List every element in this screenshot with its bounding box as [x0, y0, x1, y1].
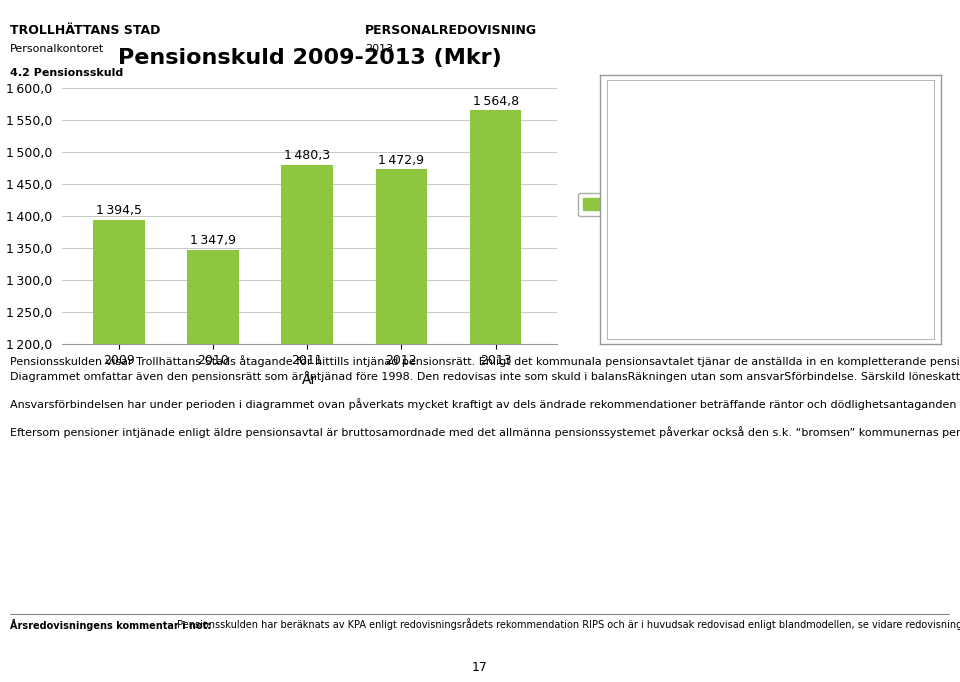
Text: Årsredovisningens kommentar i not:: Årsredovisningens kommentar i not: [10, 619, 211, 631]
Text: 17: 17 [472, 661, 488, 674]
Legend: Mkr: Mkr [578, 192, 639, 216]
Text: 1 394,5: 1 394,5 [96, 204, 142, 217]
Text: PERSONALREDOVISNING: PERSONALREDOVISNING [365, 24, 537, 37]
Text: 1 472,9: 1 472,9 [378, 154, 424, 167]
Text: 4.2 Pensionsskuld: 4.2 Pensionsskuld [10, 68, 123, 78]
X-axis label: År: År [302, 372, 317, 387]
Bar [93, 220, 145, 682]
Bar [187, 250, 239, 682]
Bar [281, 164, 333, 682]
Text: TROLLHÄTTANS STAD: TROLLHÄTTANS STAD [10, 24, 160, 37]
Title: Pensionskuld 2009-2013 (Mkr): Pensionskuld 2009-2013 (Mkr) [118, 48, 501, 68]
Text: 1 564,8: 1 564,8 [472, 95, 518, 108]
Text: 2013: 2013 [365, 44, 393, 55]
Text: Personalkontoret: Personalkontoret [10, 44, 104, 55]
Text: Pensionsskulden visar Trollhättans Stads åtagande för hittills intjänad pensions: Pensionsskulden visar Trollhättans Stads… [10, 355, 960, 439]
Bar [469, 110, 521, 682]
Text: 1 480,3: 1 480,3 [284, 149, 330, 162]
Text: 1 347,9: 1 347,9 [190, 234, 236, 247]
Text: Pensionsskulden har beräknats av KPA enligt redovisningsrådets rekommendation RI: Pensionsskulden har beräknats av KPA enl… [175, 619, 960, 630]
Bar [375, 169, 427, 682]
